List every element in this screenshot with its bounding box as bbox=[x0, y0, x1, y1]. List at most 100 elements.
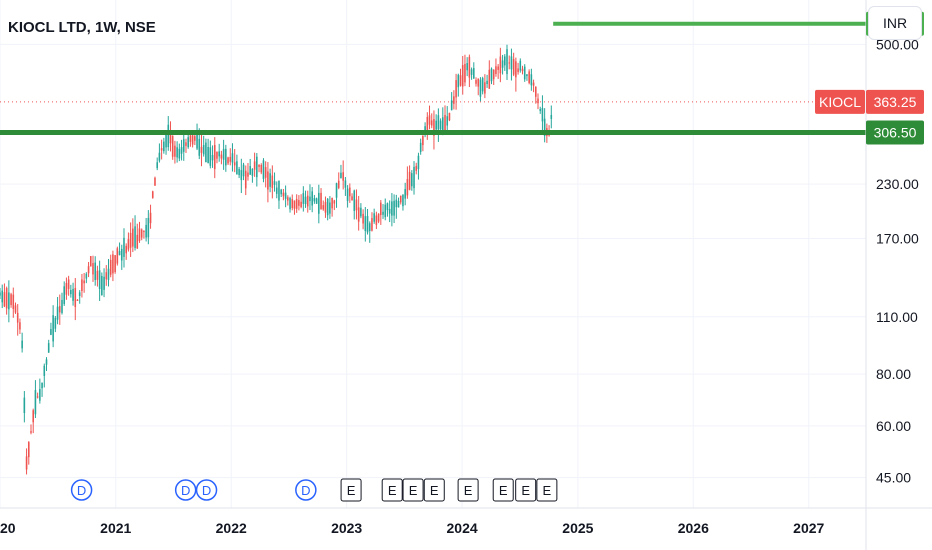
earnings-marker[interactable] bbox=[340, 478, 362, 502]
candle-body bbox=[293, 200, 296, 209]
candle-body bbox=[399, 195, 402, 203]
candle-body bbox=[393, 200, 395, 216]
candle-body bbox=[406, 179, 409, 196]
candle-body bbox=[428, 115, 431, 125]
earnings-marker[interactable] bbox=[492, 478, 514, 502]
candle-body bbox=[227, 157, 229, 164]
candle-body bbox=[167, 124, 170, 148]
candle-body bbox=[78, 292, 81, 297]
candle-body bbox=[532, 82, 535, 86]
candle-body bbox=[366, 216, 369, 233]
earnings-marker[interactable] bbox=[402, 478, 424, 502]
candle-body bbox=[282, 192, 285, 197]
candle-body bbox=[273, 181, 276, 185]
candle-body bbox=[25, 456, 28, 470]
candle-body bbox=[430, 120, 433, 126]
earnings-marker-label: E bbox=[409, 483, 418, 498]
earnings-marker[interactable] bbox=[515, 478, 537, 502]
candle-body bbox=[346, 188, 349, 201]
candle-body bbox=[8, 292, 10, 310]
earnings-marker[interactable] bbox=[423, 478, 445, 502]
candle-body bbox=[247, 172, 249, 177]
level-badge bbox=[866, 120, 924, 145]
candle-body bbox=[446, 116, 449, 126]
earnings-marker-label: E bbox=[543, 483, 552, 498]
earnings-marker[interactable] bbox=[381, 478, 403, 502]
candle-body bbox=[14, 305, 17, 313]
candle-body bbox=[32, 410, 35, 423]
dividend-marker[interactable] bbox=[195, 479, 218, 501]
candle-body bbox=[76, 299, 79, 301]
candle-body bbox=[331, 198, 333, 209]
dividend-marker[interactable] bbox=[70, 479, 93, 501]
candle-body bbox=[280, 189, 282, 195]
candle-body bbox=[322, 205, 325, 210]
candle-body bbox=[187, 137, 189, 148]
price-axis[interactable]: 500.00 230.00 170.00 110.00 80.00 60.00 45.00 bbox=[876, 36, 919, 485]
candle-body bbox=[123, 237, 125, 257]
candle-body bbox=[539, 109, 542, 111]
candle-body bbox=[165, 134, 167, 148]
currency-button[interactable]: INR bbox=[868, 6, 922, 40]
candle-body bbox=[311, 191, 313, 206]
candle-body bbox=[357, 207, 360, 222]
candle-body bbox=[515, 61, 517, 78]
candle-body bbox=[36, 396, 39, 398]
candle-body bbox=[83, 280, 85, 284]
y-tick-label: 45.00 bbox=[876, 470, 911, 486]
candle-body bbox=[395, 199, 398, 208]
candle-body bbox=[488, 69, 491, 89]
candle-body bbox=[138, 228, 141, 241]
candle-body bbox=[262, 160, 265, 179]
candle-body bbox=[373, 213, 375, 222]
dividend-marker[interactable] bbox=[295, 479, 317, 501]
candle-body bbox=[27, 442, 30, 458]
last-price-badge bbox=[866, 89, 924, 114]
candle-body bbox=[442, 117, 444, 133]
earnings-marker-label: E bbox=[521, 483, 530, 498]
candle-body bbox=[220, 154, 223, 159]
candle-body bbox=[147, 217, 150, 238]
candle-body bbox=[125, 245, 127, 254]
candle-body bbox=[402, 194, 404, 207]
candle-body bbox=[388, 208, 391, 214]
candle-body bbox=[229, 156, 232, 162]
candle-body bbox=[81, 279, 83, 291]
dividend-marker[interactable] bbox=[174, 479, 197, 501]
candle-body bbox=[473, 68, 475, 79]
candle-body bbox=[45, 359, 48, 365]
candle-body bbox=[233, 162, 236, 166]
candle-body bbox=[264, 167, 267, 178]
grid-lines bbox=[0, 0, 866, 508]
candle-body bbox=[404, 189, 406, 199]
candle-body bbox=[353, 190, 356, 211]
candle-body bbox=[355, 199, 358, 211]
candle-body bbox=[242, 164, 245, 177]
candle-body bbox=[495, 66, 497, 74]
candle-body bbox=[342, 172, 344, 181]
candle-body bbox=[344, 180, 347, 188]
earnings-marker[interactable] bbox=[536, 478, 558, 502]
candle-body bbox=[178, 148, 181, 159]
candle-body bbox=[218, 151, 220, 157]
candle-body bbox=[313, 198, 316, 202]
candle-body bbox=[397, 201, 400, 208]
candle-body bbox=[10, 294, 12, 305]
candle-body bbox=[302, 193, 305, 204]
candle-body bbox=[413, 166, 415, 189]
earnings-marker[interactable] bbox=[457, 478, 479, 502]
candle-body bbox=[484, 82, 486, 94]
candle-body bbox=[340, 172, 342, 179]
candle-body bbox=[140, 229, 143, 238]
candle-body bbox=[435, 120, 437, 130]
dividend-marker-label: D bbox=[202, 483, 211, 498]
candle-body bbox=[368, 223, 371, 232]
candle-body bbox=[94, 262, 97, 281]
candle-body bbox=[450, 100, 453, 111]
candle-body bbox=[136, 234, 139, 249]
candle-body bbox=[143, 231, 145, 233]
candle-body bbox=[371, 218, 373, 231]
